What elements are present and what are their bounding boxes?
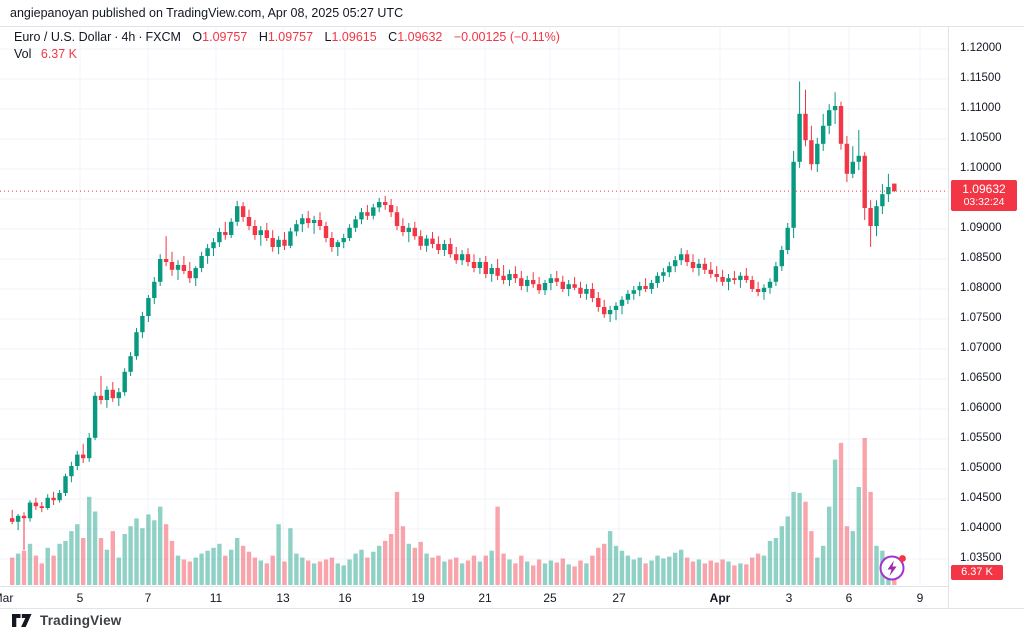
time-tick-label: 7	[144, 591, 152, 605]
symbol-title[interactable]: Euro / U.S. Dollar · 4h · FXCM	[14, 30, 181, 44]
low-value: 1.09615	[331, 30, 377, 44]
price-tick-label: 1.07000	[960, 342, 1002, 354]
time-tick-label: 21	[478, 591, 492, 605]
price-tick-label: 1.08500	[960, 252, 1002, 264]
tradingview-brand-text: TradingView	[40, 613, 122, 628]
time-tick-label: 6	[845, 591, 853, 605]
price-tick-label: 1.08000	[960, 282, 1002, 294]
volume-value: 6.37 K	[40, 47, 78, 61]
high-label: H	[258, 30, 268, 44]
open-label: O	[192, 30, 203, 44]
high-value: 1.09757	[267, 30, 314, 44]
price-tick-label: 1.09000	[960, 222, 1002, 234]
last-volume-badge: 6.37 K	[951, 565, 1003, 580]
price-axis[interactable]: 1.09632 03:32:24 6.37 K 1.12000 1.11500 1.…	[948, 0, 1024, 641]
publish-line: angiepanoyan published on TradingView.co…	[10, 6, 404, 20]
price-tick-label: 1.06500	[960, 372, 1002, 384]
price-tick-label: 1.06000	[960, 402, 1002, 414]
price-tick-label: 1.12000	[960, 42, 1002, 54]
open-value: 1.09757	[202, 30, 248, 44]
close-value: 1.09632	[397, 30, 443, 44]
time-axis[interactable]: Mar 5 7 11 13 16 19 21 25 27 Apr 3 6 9	[0, 586, 948, 609]
price-tick-label: 1.10500	[960, 132, 1002, 144]
chart-legend: Euro / U.S. Dollar · 4h · FXCM O1.09757 H1.0…	[14, 29, 560, 63]
chart-canvas[interactable]	[0, 27, 948, 586]
time-tick-label: 3	[785, 591, 793, 605]
volume-label: Vol	[14, 47, 32, 61]
legend-ohlc-row: Euro / U.S. Dollar · 4h · FXCM O1.09757 H1.0…	[14, 29, 560, 46]
price-tick-label: 1.05500	[960, 432, 1002, 444]
time-tick-label: 9	[916, 591, 924, 605]
price-tick-label: 1.04000	[960, 522, 1002, 534]
time-tick-label: 27	[612, 591, 626, 605]
price-tick-label: 1.11500	[960, 72, 1001, 84]
price-tick-label: 1.04500	[960, 492, 1002, 504]
price-tick-label: 1.11000	[960, 102, 1001, 114]
time-axis-divider	[0, 608, 1024, 609]
bar-countdown: 03:32:24	[963, 196, 1005, 209]
header-divider	[0, 26, 1024, 27]
last-price-value: 1.09632	[962, 182, 1006, 197]
time-tick-label: 25	[543, 591, 557, 605]
low-label: L	[324, 30, 332, 44]
time-tick-label: 16	[338, 591, 352, 605]
close-label: C	[388, 30, 398, 44]
legend-volume-row: Vol 6.37 K	[14, 46, 560, 63]
tradingview-logo-icon	[12, 614, 32, 627]
tradingview-footer-link[interactable]: TradingView	[12, 613, 121, 628]
boost-lightning-icon[interactable]	[876, 551, 910, 585]
price-tick-label: 1.07500	[960, 312, 1002, 324]
price-tick-label: 1.05000	[960, 462, 1002, 474]
price-tick-label: 1.03500	[960, 552, 1002, 564]
time-tick-label: 11	[209, 591, 223, 605]
price-axis-divider	[948, 27, 949, 608]
time-tick-label: 13	[276, 591, 290, 605]
time-tick-label: Mar	[0, 591, 14, 605]
price-tick-label: 1.10000	[960, 162, 1002, 174]
time-tick-label: Apr	[709, 591, 731, 605]
time-tick-label: 5	[76, 591, 84, 605]
last-price-badge: 1.09632 03:32:24	[951, 180, 1017, 212]
time-tick-label: 19	[411, 591, 425, 605]
change-value: −0.00125 (−0.11%)	[453, 30, 560, 44]
